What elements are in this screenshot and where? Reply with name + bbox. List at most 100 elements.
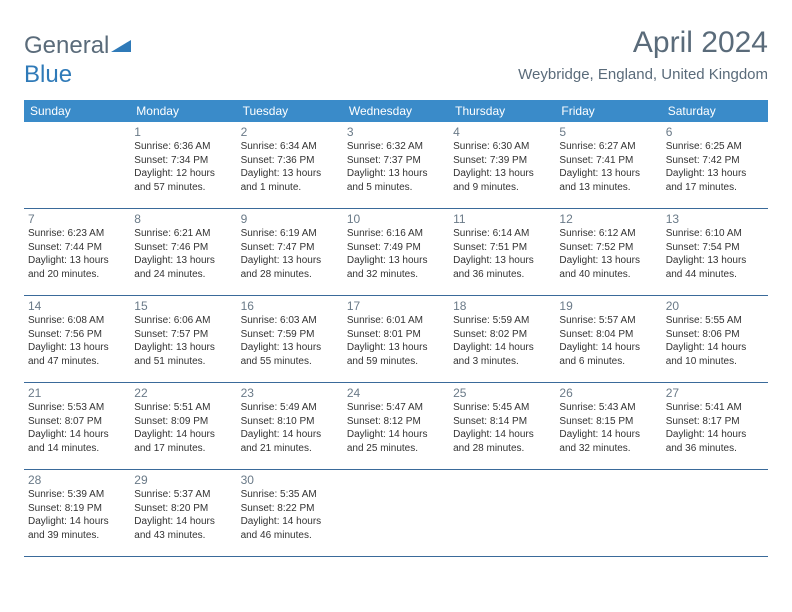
- daylight-text: Daylight: 12 hours and 57 minutes.: [134, 167, 232, 194]
- day-number: 27: [666, 386, 764, 400]
- sunset-text: Sunset: 8:06 PM: [666, 328, 764, 342]
- day-cell: 7Sunrise: 6:23 AMSunset: 7:44 PMDaylight…: [24, 209, 130, 295]
- sunrise-text: Sunrise: 6:06 AM: [134, 314, 232, 328]
- day-cell: 15Sunrise: 6:06 AMSunset: 7:57 PMDayligh…: [130, 296, 236, 382]
- sunset-text: Sunset: 7:51 PM: [453, 241, 551, 255]
- day-info: Sunrise: 5:45 AMSunset: 8:14 PMDaylight:…: [453, 401, 551, 455]
- sunset-text: Sunset: 7:46 PM: [134, 241, 232, 255]
- daylight-text: Daylight: 13 hours and 13 minutes.: [559, 167, 657, 194]
- sunrise-text: Sunrise: 6:08 AM: [28, 314, 126, 328]
- day-cell: 1Sunrise: 6:36 AMSunset: 7:34 PMDaylight…: [130, 122, 236, 208]
- day-info: Sunrise: 6:10 AMSunset: 7:54 PMDaylight:…: [666, 227, 764, 281]
- sunset-text: Sunset: 8:14 PM: [453, 415, 551, 429]
- day-info: Sunrise: 6:27 AMSunset: 7:41 PMDaylight:…: [559, 140, 657, 194]
- day-cell: 14Sunrise: 6:08 AMSunset: 7:56 PMDayligh…: [24, 296, 130, 382]
- day-number: 15: [134, 299, 232, 313]
- day-info: Sunrise: 5:35 AMSunset: 8:22 PMDaylight:…: [241, 488, 339, 542]
- sunrise-text: Sunrise: 6:01 AM: [347, 314, 445, 328]
- sunrise-text: Sunrise: 6:25 AM: [666, 140, 764, 154]
- day-number: 20: [666, 299, 764, 313]
- week-row: 21Sunrise: 5:53 AMSunset: 8:07 PMDayligh…: [24, 383, 768, 470]
- daylight-text: Daylight: 14 hours and 43 minutes.: [134, 515, 232, 542]
- day-number: 28: [28, 473, 126, 487]
- day-cell: [662, 470, 768, 556]
- sunrise-text: Sunrise: 6:16 AM: [347, 227, 445, 241]
- week-row: 1Sunrise: 6:36 AMSunset: 7:34 PMDaylight…: [24, 122, 768, 209]
- daylight-text: Daylight: 13 hours and 51 minutes.: [134, 341, 232, 368]
- sunset-text: Sunset: 7:36 PM: [241, 154, 339, 168]
- daylight-text: Daylight: 13 hours and 17 minutes.: [666, 167, 764, 194]
- day-cell: 25Sunrise: 5:45 AMSunset: 8:14 PMDayligh…: [449, 383, 555, 469]
- daylight-text: Daylight: 13 hours and 5 minutes.: [347, 167, 445, 194]
- day-info: Sunrise: 5:37 AMSunset: 8:20 PMDaylight:…: [134, 488, 232, 542]
- day-cell: [343, 470, 449, 556]
- weekday-header: Sunday: [24, 100, 130, 122]
- day-cell: 2Sunrise: 6:34 AMSunset: 7:36 PMDaylight…: [237, 122, 343, 208]
- daylight-text: Daylight: 14 hours and 14 minutes.: [28, 428, 126, 455]
- location-subtitle: Weybridge, England, United Kingdom: [518, 66, 768, 83]
- logo-text-blue: Blue: [24, 61, 72, 88]
- daylight-text: Daylight: 13 hours and 32 minutes.: [347, 254, 445, 281]
- daylight-text: Daylight: 14 hours and 3 minutes.: [453, 341, 551, 368]
- day-info: Sunrise: 6:03 AMSunset: 7:59 PMDaylight:…: [241, 314, 339, 368]
- sunrise-text: Sunrise: 5:39 AM: [28, 488, 126, 502]
- daylight-text: Daylight: 13 hours and 1 minute.: [241, 167, 339, 194]
- sunset-text: Sunset: 8:09 PM: [134, 415, 232, 429]
- sunset-text: Sunset: 7:52 PM: [559, 241, 657, 255]
- day-info: Sunrise: 6:36 AMSunset: 7:34 PMDaylight:…: [134, 140, 232, 194]
- daylight-text: Daylight: 13 hours and 20 minutes.: [28, 254, 126, 281]
- day-cell: 19Sunrise: 5:57 AMSunset: 8:04 PMDayligh…: [555, 296, 661, 382]
- day-cell: 10Sunrise: 6:16 AMSunset: 7:49 PMDayligh…: [343, 209, 449, 295]
- sunrise-text: Sunrise: 6:34 AM: [241, 140, 339, 154]
- day-number: 3: [347, 125, 445, 139]
- day-cell: 24Sunrise: 5:47 AMSunset: 8:12 PMDayligh…: [343, 383, 449, 469]
- calendar-weeks: 1Sunrise: 6:36 AMSunset: 7:34 PMDaylight…: [24, 122, 768, 557]
- day-cell: 21Sunrise: 5:53 AMSunset: 8:07 PMDayligh…: [24, 383, 130, 469]
- day-info: Sunrise: 6:30 AMSunset: 7:39 PMDaylight:…: [453, 140, 551, 194]
- sunrise-text: Sunrise: 6:14 AM: [453, 227, 551, 241]
- day-number: 26: [559, 386, 657, 400]
- sunrise-text: Sunrise: 6:19 AM: [241, 227, 339, 241]
- sunset-text: Sunset: 8:04 PM: [559, 328, 657, 342]
- sunset-text: Sunset: 8:01 PM: [347, 328, 445, 342]
- sunrise-text: Sunrise: 6:36 AM: [134, 140, 232, 154]
- header-right: April 2024 Weybridge, England, United Ki…: [518, 26, 768, 83]
- sunset-text: Sunset: 7:34 PM: [134, 154, 232, 168]
- daylight-text: Daylight: 14 hours and 32 minutes.: [559, 428, 657, 455]
- day-info: Sunrise: 5:41 AMSunset: 8:17 PMDaylight:…: [666, 401, 764, 455]
- sunrise-text: Sunrise: 6:32 AM: [347, 140, 445, 154]
- day-info: Sunrise: 5:59 AMSunset: 8:02 PMDaylight:…: [453, 314, 551, 368]
- calendar: Sunday Monday Tuesday Wednesday Thursday…: [24, 100, 768, 557]
- day-info: Sunrise: 6:23 AMSunset: 7:44 PMDaylight:…: [28, 227, 126, 281]
- day-number: 1: [134, 125, 232, 139]
- sunset-text: Sunset: 7:47 PM: [241, 241, 339, 255]
- day-info: Sunrise: 5:57 AMSunset: 8:04 PMDaylight:…: [559, 314, 657, 368]
- day-cell: 11Sunrise: 6:14 AMSunset: 7:51 PMDayligh…: [449, 209, 555, 295]
- day-cell: 18Sunrise: 5:59 AMSunset: 8:02 PMDayligh…: [449, 296, 555, 382]
- day-number: 14: [28, 299, 126, 313]
- day-cell: 26Sunrise: 5:43 AMSunset: 8:15 PMDayligh…: [555, 383, 661, 469]
- day-info: Sunrise: 6:08 AMSunset: 7:56 PMDaylight:…: [28, 314, 126, 368]
- sunrise-text: Sunrise: 6:21 AM: [134, 227, 232, 241]
- sunrise-text: Sunrise: 6:27 AM: [559, 140, 657, 154]
- day-cell: 9Sunrise: 6:19 AMSunset: 7:47 PMDaylight…: [237, 209, 343, 295]
- sunrise-text: Sunrise: 5:53 AM: [28, 401, 126, 415]
- sunrise-text: Sunrise: 5:37 AM: [134, 488, 232, 502]
- day-cell: 16Sunrise: 6:03 AMSunset: 7:59 PMDayligh…: [237, 296, 343, 382]
- day-cell: 20Sunrise: 5:55 AMSunset: 8:06 PMDayligh…: [662, 296, 768, 382]
- day-cell: 8Sunrise: 6:21 AMSunset: 7:46 PMDaylight…: [130, 209, 236, 295]
- sunset-text: Sunset: 7:41 PM: [559, 154, 657, 168]
- sunset-text: Sunset: 7:44 PM: [28, 241, 126, 255]
- sunrise-text: Sunrise: 5:49 AM: [241, 401, 339, 415]
- day-number: 6: [666, 125, 764, 139]
- logo-text-general: General: [24, 32, 109, 59]
- day-cell: [555, 470, 661, 556]
- day-cell: 4Sunrise: 6:30 AMSunset: 7:39 PMDaylight…: [449, 122, 555, 208]
- month-title: April 2024: [518, 26, 768, 60]
- day-cell: 27Sunrise: 5:41 AMSunset: 8:17 PMDayligh…: [662, 383, 768, 469]
- week-row: 14Sunrise: 6:08 AMSunset: 7:56 PMDayligh…: [24, 296, 768, 383]
- daylight-text: Daylight: 13 hours and 36 minutes.: [453, 254, 551, 281]
- sunset-text: Sunset: 8:10 PM: [241, 415, 339, 429]
- sunrise-text: Sunrise: 6:12 AM: [559, 227, 657, 241]
- sunset-text: Sunset: 8:07 PM: [28, 415, 126, 429]
